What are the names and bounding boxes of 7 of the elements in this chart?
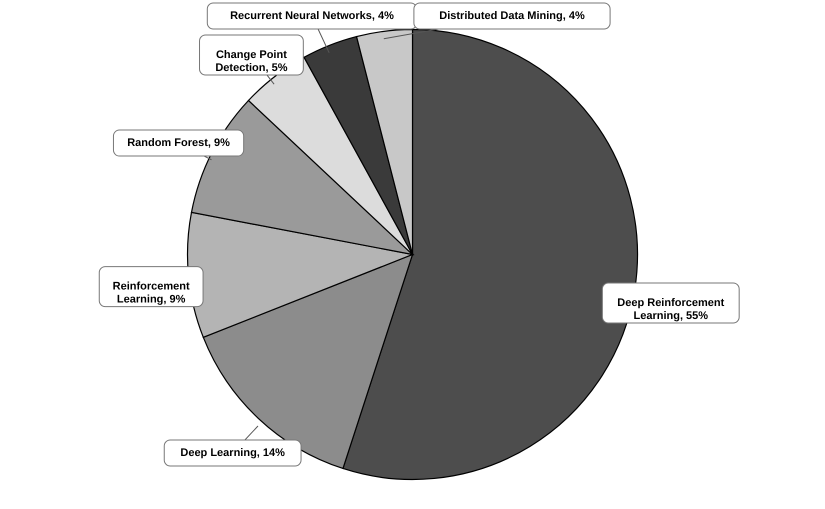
slice-label: Distributed Data Mining, 4%	[439, 10, 585, 22]
slice-label: Deep Learning, 14%	[180, 446, 286, 459]
slice-label: Recurrent Neural Networks, 4%	[230, 10, 394, 22]
slice-label: Random Forest, 9%	[127, 137, 230, 150]
slice-label: Change Point Detection, 5%	[215, 48, 288, 74]
slice-label: Reinforcement Learning, 9%	[112, 280, 190, 306]
slice-label: Deep Reinforcement Learning, 55%	[617, 296, 725, 322]
